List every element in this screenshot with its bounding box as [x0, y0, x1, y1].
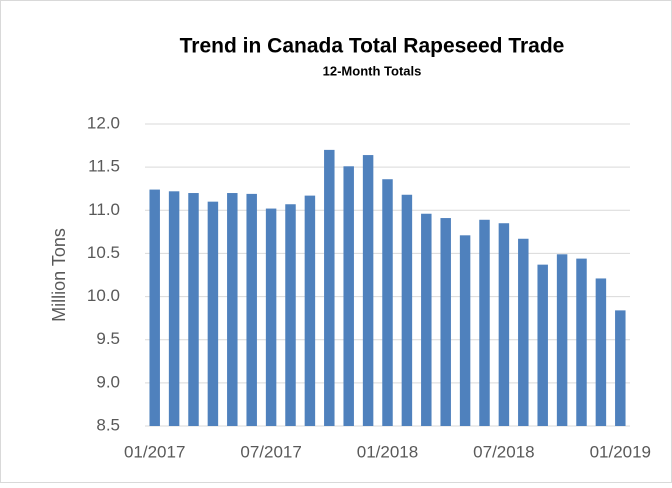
bar — [479, 219, 490, 426]
y-tick-label: 9.0 — [96, 372, 120, 391]
x-tick-label: 01/2017 — [124, 442, 185, 461]
y-tick-label: 11.0 — [88, 200, 120, 219]
bar — [227, 193, 238, 426]
bar — [556, 254, 568, 426]
y-tick-label: 8.5 — [96, 415, 120, 434]
bar — [382, 179, 393, 426]
x-tick-label: 07/2018 — [473, 442, 534, 461]
x-tick-label: 07/2017 — [240, 442, 301, 461]
bar — [401, 194, 413, 426]
bar — [362, 155, 374, 426]
bar — [343, 166, 354, 426]
bar — [324, 149, 335, 426]
bar — [576, 258, 587, 426]
bar — [518, 238, 529, 426]
bar — [459, 235, 471, 426]
y-tick-label: 11.5 — [88, 157, 120, 176]
bar — [498, 223, 510, 426]
bar — [188, 193, 199, 426]
bar — [537, 264, 548, 426]
bar — [615, 310, 626, 426]
y-tick-label: 12.0 — [87, 113, 120, 132]
bar — [421, 213, 432, 426]
bar — [168, 191, 180, 426]
bar — [265, 208, 277, 426]
bar — [149, 189, 160, 426]
x-tick-label: 01/2018 — [357, 442, 418, 461]
bar — [207, 201, 219, 426]
bar — [440, 218, 451, 426]
bar — [285, 204, 296, 426]
chart-title: Trend in Canada Total Rapeseed Trade — [180, 35, 565, 58]
y-tick-label: 10.0 — [87, 286, 120, 305]
y-tick-label: 10.5 — [87, 243, 120, 262]
bar — [304, 195, 316, 426]
y-axis-label: Million Tons — [49, 228, 69, 322]
y-tick-label: 9.5 — [96, 329, 120, 348]
chart-subtitle: 12-Month Totals — [323, 63, 422, 78]
bar — [246, 193, 257, 426]
x-tick-label: 01/2019 — [590, 442, 651, 461]
bar — [595, 278, 607, 426]
